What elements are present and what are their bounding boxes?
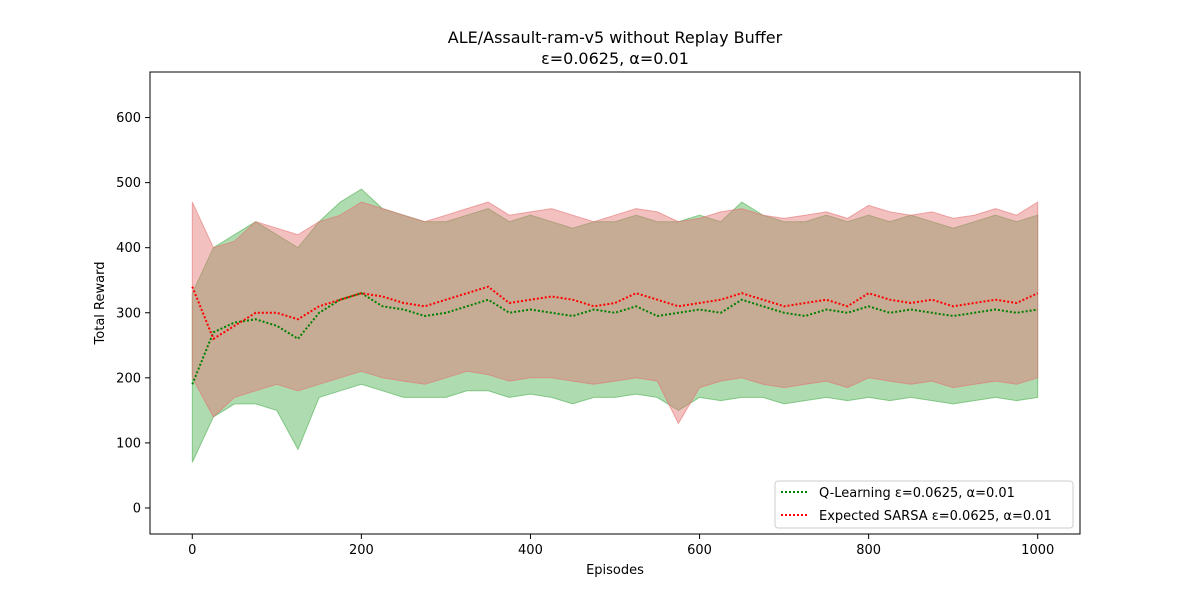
plot-frame: [149, 71, 1081, 535]
series-layer: [191, 188, 1039, 463]
y-tick-label: 0: [133, 501, 141, 516]
legend-box: [774, 480, 1074, 529]
line-q-learning: [191, 292, 1038, 385]
band-q-learning: [191, 188, 1039, 463]
x-tick-label: 0: [188, 543, 196, 558]
y-tick-label: 200: [116, 371, 141, 386]
y-axis-label: Total Reward: [93, 262, 108, 346]
y-axis: 0 100 200 300 400 500 600: [116, 111, 150, 516]
y-tick-label: 100: [116, 436, 141, 451]
y-tick-label: 500: [116, 176, 141, 191]
plot-area: [149, 71, 1081, 535]
x-tick-label: 600: [687, 543, 712, 558]
chart-subtitle: ε=0.0625, α=0.01: [541, 49, 689, 68]
x-tick-label: 800: [856, 543, 881, 558]
x-tick-label: 200: [349, 543, 374, 558]
x-axis: 0 200 400 600 800 1000: [188, 534, 1054, 558]
x-tick-label: 1000: [1021, 543, 1054, 558]
chart-title: ALE/Assault-ram-v5 without Replay Buffer: [448, 28, 783, 47]
band-expected-sarsa: [191, 201, 1039, 425]
y-tick-label: 400: [116, 241, 141, 256]
legend-label-q-learning: Q-Learning ε=0.0625, α=0.01: [819, 486, 1015, 501]
x-tick-label: 400: [518, 543, 543, 558]
y-tick-label: 600: [116, 111, 141, 126]
legend-label-expected-sarsa: Expected SARSA ε=0.0625, α=0.01: [819, 509, 1052, 524]
line-expected-sarsa: [191, 285, 1039, 341]
x-axis-label: Episodes: [586, 563, 644, 578]
y-tick-label: 300: [116, 306, 141, 321]
legend: Q-Learning ε=0.0625, α=0.01 Expected SAR…: [774, 480, 1074, 529]
